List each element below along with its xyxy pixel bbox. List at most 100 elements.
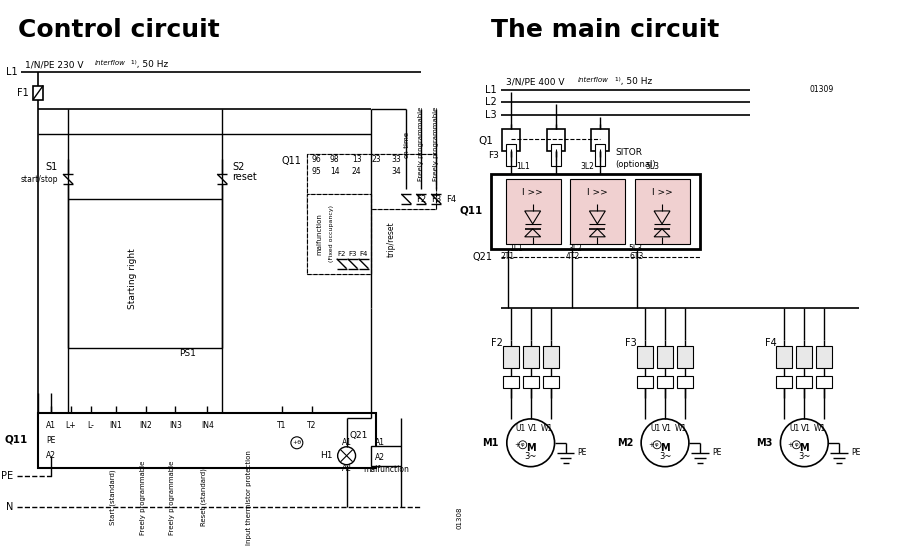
Text: F4: F4 — [359, 251, 368, 257]
Bar — [543, 347, 559, 368]
Bar — [523, 376, 538, 388]
Text: 98: 98 — [330, 155, 339, 163]
Text: 24: 24 — [352, 167, 362, 176]
Text: A1: A1 — [374, 438, 384, 448]
Text: interflow: interflow — [578, 76, 608, 83]
Bar — [635, 179, 690, 244]
Text: U1: U1 — [650, 424, 661, 434]
Text: F3: F3 — [431, 195, 441, 204]
Text: +θ: +θ — [292, 440, 302, 445]
Bar — [543, 376, 559, 388]
Bar — [506, 179, 561, 244]
Text: Freely programmable: Freely programmable — [418, 107, 424, 181]
Bar — [637, 376, 653, 388]
Text: reset: reset — [232, 172, 256, 182]
Bar — [657, 347, 673, 368]
Text: 33: 33 — [392, 155, 401, 163]
Bar — [307, 194, 372, 273]
Text: +: + — [514, 442, 519, 448]
Text: The main circuit: The main circuit — [491, 18, 719, 42]
Text: on-time: on-time — [403, 131, 410, 158]
Text: Q21: Q21 — [472, 252, 493, 262]
Text: L-: L- — [87, 421, 94, 430]
Text: Freely programmable: Freely programmable — [169, 460, 176, 535]
Text: 1L1: 1L1 — [508, 244, 523, 253]
Text: M: M — [661, 442, 670, 453]
Text: V1: V1 — [801, 424, 811, 434]
Bar — [506, 145, 516, 166]
Bar — [503, 347, 518, 368]
Text: Input thermistor protection: Input thermistor protection — [246, 450, 252, 545]
Text: 3L2: 3L2 — [569, 244, 582, 253]
Text: 23: 23 — [372, 155, 382, 163]
Text: PE: PE — [1, 470, 13, 480]
Text: M2: M2 — [616, 438, 634, 448]
Text: S1: S1 — [46, 162, 58, 172]
Text: PE: PE — [47, 436, 56, 445]
Text: F1: F1 — [17, 88, 29, 98]
Text: interflow: interflow — [94, 60, 126, 66]
Text: IN4: IN4 — [201, 421, 213, 430]
Bar — [38, 413, 376, 468]
Text: L+: L+ — [66, 421, 77, 430]
Text: 1/N/PE 230 V: 1/N/PE 230 V — [25, 60, 84, 69]
Text: M1: M1 — [482, 438, 499, 448]
Text: N: N — [6, 502, 14, 512]
Bar — [816, 376, 833, 388]
Text: (Fixed occupancy): (Fixed occupancy) — [329, 205, 334, 262]
Text: Q1: Q1 — [478, 136, 493, 146]
Text: T1: T1 — [277, 421, 286, 430]
Text: 95: 95 — [312, 167, 321, 176]
Bar — [777, 347, 792, 368]
Text: start/stop: start/stop — [21, 175, 58, 184]
Bar — [307, 154, 436, 209]
Text: Start (standard): Start (standard) — [109, 470, 116, 525]
Bar — [796, 376, 813, 388]
Text: 34: 34 — [392, 167, 401, 176]
Bar — [33, 85, 43, 99]
Text: F2: F2 — [338, 251, 346, 257]
Bar — [307, 154, 436, 209]
Text: 6T3: 6T3 — [630, 252, 644, 261]
Text: M: M — [526, 442, 536, 453]
Text: 3L2: 3L2 — [580, 162, 594, 171]
Bar — [571, 179, 626, 244]
Text: +: + — [788, 442, 793, 448]
Text: PE: PE — [712, 448, 721, 457]
Text: IN1: IN1 — [110, 421, 122, 430]
Bar — [546, 129, 564, 151]
Text: 13: 13 — [352, 155, 362, 163]
Text: A2: A2 — [342, 464, 352, 473]
Text: I >>: I >> — [522, 187, 543, 196]
Text: 4T2: 4T2 — [565, 252, 580, 261]
Text: ¹⁾, 50 Hz: ¹⁾, 50 Hz — [130, 60, 168, 69]
Text: Starting right: Starting right — [128, 248, 137, 309]
Text: IN3: IN3 — [169, 421, 182, 430]
Bar — [307, 194, 372, 273]
Text: PE: PE — [851, 448, 860, 457]
Text: ¹⁾, 50 Hz: ¹⁾, 50 Hz — [616, 77, 652, 86]
Text: A1: A1 — [46, 421, 56, 430]
Text: 3~: 3~ — [525, 452, 537, 461]
Text: S2: S2 — [232, 162, 245, 172]
Text: F3: F3 — [348, 251, 356, 257]
Text: 2T1: 2T1 — [500, 252, 515, 261]
Bar — [523, 347, 538, 368]
Text: 5L3: 5L3 — [645, 162, 659, 171]
Text: M: M — [799, 442, 809, 453]
Bar — [551, 145, 561, 166]
Bar — [637, 347, 653, 368]
Text: L1: L1 — [5, 66, 17, 76]
Text: L1: L1 — [485, 85, 497, 94]
Text: W1: W1 — [814, 424, 826, 434]
Bar — [596, 145, 606, 166]
Text: 3~: 3~ — [798, 452, 811, 461]
Text: A2: A2 — [46, 451, 56, 460]
Text: 14: 14 — [330, 167, 339, 176]
Text: +: + — [648, 442, 654, 448]
Text: Freely programmable: Freely programmable — [140, 460, 146, 535]
Text: PE: PE — [578, 448, 587, 457]
Text: malfunction: malfunction — [317, 213, 323, 255]
Text: φ: φ — [521, 442, 525, 448]
Text: 3/N/PE 400 V: 3/N/PE 400 V — [506, 77, 564, 86]
